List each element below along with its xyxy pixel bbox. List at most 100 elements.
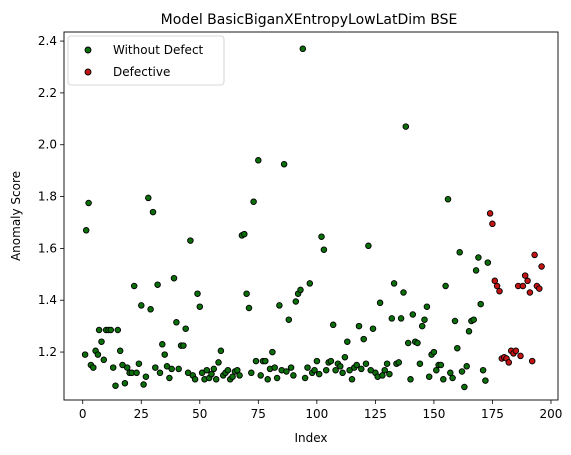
point-without-defect xyxy=(208,370,215,378)
point-without-defect xyxy=(320,246,328,253)
point-without-defect xyxy=(271,364,278,371)
point-without-defect xyxy=(161,351,168,358)
point-without-defect xyxy=(168,365,175,373)
point-without-defect xyxy=(383,360,391,367)
point-defective xyxy=(526,289,534,296)
point-without-defect xyxy=(109,364,117,371)
point-without-defect xyxy=(437,361,445,369)
point-without-defect xyxy=(444,195,452,203)
point-without-defect xyxy=(116,347,124,355)
point-without-defect xyxy=(94,351,102,358)
point-without-defect xyxy=(433,366,440,374)
point-without-defect xyxy=(341,353,349,361)
point-without-defect xyxy=(365,242,372,250)
point-without-defect xyxy=(276,302,283,309)
point-without-defect xyxy=(304,364,311,371)
x-tick-label: 200 xyxy=(540,407,563,421)
point-defective xyxy=(536,285,543,292)
point-without-defect xyxy=(311,366,318,374)
x-tick-label: 0 xyxy=(79,407,87,421)
point-without-defect xyxy=(404,339,412,347)
point-without-defect xyxy=(283,368,290,375)
point-without-defect xyxy=(458,368,466,375)
point-without-defect xyxy=(456,249,463,256)
point-without-defect xyxy=(90,364,97,371)
point-without-defect xyxy=(470,316,477,323)
x-tick-label: 150 xyxy=(422,407,445,421)
point-without-defect xyxy=(337,363,344,370)
point-without-defect xyxy=(241,230,248,238)
point-without-defect xyxy=(482,377,489,384)
x-tick-label: 50 xyxy=(192,407,207,421)
point-without-defect xyxy=(182,325,189,332)
point-without-defect xyxy=(255,157,262,164)
point-without-defect xyxy=(369,325,377,332)
legend-box xyxy=(67,35,225,86)
point-without-defect xyxy=(451,317,459,325)
point-without-defect xyxy=(407,376,414,383)
point-without-defect xyxy=(386,370,393,378)
x-tick-label: 175 xyxy=(481,407,504,421)
point-without-defect xyxy=(463,363,470,370)
point-without-defect xyxy=(95,326,103,334)
point-without-defect xyxy=(82,227,90,234)
point-without-defect xyxy=(472,267,480,274)
point-without-defect xyxy=(166,374,173,382)
point-without-defect xyxy=(112,382,119,389)
point-without-defect xyxy=(414,339,421,347)
point-defective xyxy=(517,352,524,360)
point-without-defect xyxy=(376,299,384,307)
y-tick-label: 2.0 xyxy=(38,138,57,152)
legend-marker-without-defect xyxy=(84,46,92,54)
point-without-defect xyxy=(329,321,337,329)
point-without-defect xyxy=(381,366,388,374)
point-defective xyxy=(519,282,527,290)
point-without-defect xyxy=(322,366,330,374)
y-tick-label: 1.6 xyxy=(38,241,57,255)
point-without-defect xyxy=(114,326,122,334)
point-without-defect xyxy=(360,335,367,343)
point-without-defect xyxy=(423,303,431,310)
point-without-defect xyxy=(344,338,351,345)
point-without-defect xyxy=(191,376,199,383)
point-without-defect xyxy=(465,328,473,335)
point-without-defect xyxy=(250,198,257,205)
point-without-defect xyxy=(362,360,370,367)
point-without-defect xyxy=(196,303,204,310)
point-without-defect xyxy=(390,280,398,287)
x-tick-label: 75 xyxy=(251,407,266,421)
point-without-defect xyxy=(215,359,222,366)
point-without-defect xyxy=(477,300,484,308)
point-without-defect xyxy=(123,364,131,371)
point-without-defect xyxy=(210,365,218,373)
point-without-defect xyxy=(418,322,426,330)
point-without-defect xyxy=(135,360,143,367)
point-defective xyxy=(524,277,531,285)
point-without-defect xyxy=(236,372,243,379)
point-without-defect xyxy=(313,357,321,365)
point-without-defect xyxy=(425,373,433,380)
point-without-defect xyxy=(280,160,288,168)
point-without-defect xyxy=(133,369,140,377)
point-without-defect xyxy=(339,369,346,377)
point-without-defect xyxy=(187,237,194,244)
point-without-defect xyxy=(430,348,438,356)
y-tick-label: 2.4 xyxy=(38,34,57,48)
legend: Without Defect Defective xyxy=(67,35,225,86)
point-without-defect xyxy=(81,351,89,358)
point-without-defect xyxy=(194,290,201,297)
legend-label-defective: Defective xyxy=(113,65,170,79)
point-without-defect xyxy=(285,316,293,323)
point-without-defect xyxy=(257,372,264,379)
point-without-defect xyxy=(315,370,323,378)
point-without-defect xyxy=(234,366,241,374)
point-without-defect xyxy=(130,282,138,290)
point-without-defect xyxy=(421,316,428,323)
point-without-defect xyxy=(121,379,129,387)
point-without-defect xyxy=(229,373,236,380)
point-defective xyxy=(531,251,538,259)
points-layer xyxy=(81,45,545,391)
point-without-defect xyxy=(454,344,461,352)
point-without-defect xyxy=(140,381,147,388)
point-without-defect xyxy=(348,376,356,383)
